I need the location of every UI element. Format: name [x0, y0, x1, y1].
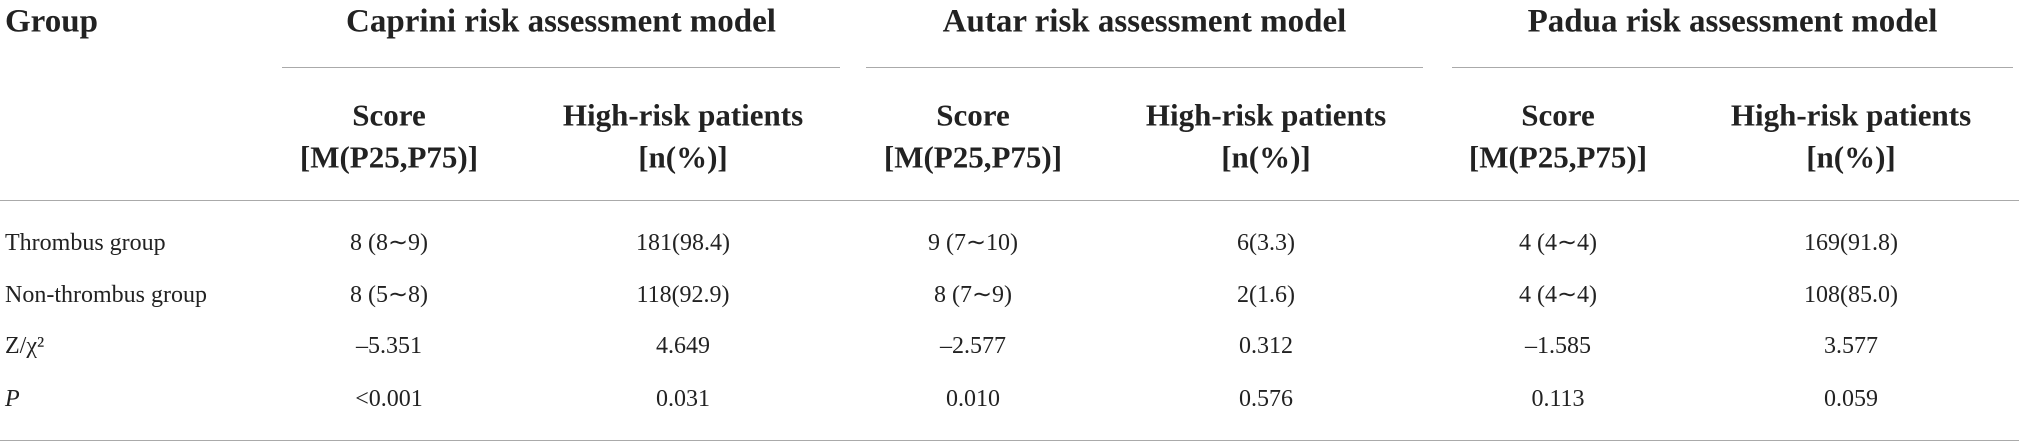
column-header-unit: [n(%)] [1221, 139, 1311, 175]
cell: 3.577 [1824, 333, 1878, 359]
cell: 8 (8∼9) [349, 230, 429, 256]
bottom-rule [0, 440, 2019, 441]
cell: 169(91.8) [1804, 230, 1898, 256]
column-header: Score [936, 97, 1010, 133]
column-header-unit: [n(%)] [1806, 139, 1896, 175]
cell: 4 (4∼4) [1518, 230, 1598, 256]
cell: 2(1.6) [1237, 282, 1295, 308]
cell: 4 (4∼4) [1518, 282, 1598, 308]
cell: 0.576 [1239, 386, 1293, 412]
cell: 9 (7∼10) [927, 230, 1019, 256]
model-underline [1452, 67, 2013, 68]
header-rule [0, 200, 2019, 201]
row-label: P [5, 386, 20, 412]
model-header: Autar risk assessment model [942, 3, 1347, 40]
cell: 4.649 [656, 333, 710, 359]
column-header-unit: [M(P25,P75)] [299, 139, 479, 175]
column-header-unit: [M(P25,P75)] [1468, 139, 1648, 175]
cell: 108(85.0) [1804, 282, 1898, 308]
cell: 0.010 [946, 386, 1000, 412]
model-underline [866, 67, 1423, 68]
cell: –5.351 [356, 333, 422, 359]
cell: 8 (5∼8) [349, 282, 429, 308]
column-header-unit: [M(P25,P75)] [883, 139, 1063, 175]
group-header: Group [5, 3, 98, 40]
cell: –1.585 [1525, 333, 1591, 359]
cell: <0.001 [355, 386, 423, 412]
cell: 181(98.4) [636, 230, 730, 256]
row-label: Thrombus group [5, 230, 166, 256]
cell: 118(92.9) [636, 282, 730, 308]
model-underline [282, 67, 840, 68]
cell: 8 (7∼9) [933, 282, 1013, 308]
column-header: High-risk patients [562, 97, 804, 133]
row-label: Z/χ² [5, 333, 45, 359]
column-header: High-risk patients [1730, 97, 1972, 133]
column-header: Score [1521, 97, 1595, 133]
cell: –2.577 [940, 333, 1006, 359]
cell: 0.113 [1531, 386, 1585, 412]
row-label: Non-thrombus group [5, 282, 207, 308]
model-header: Caprini risk assessment model [346, 3, 776, 40]
model-header: Padua risk assessment model [1527, 3, 1938, 40]
cell: 0.312 [1239, 333, 1293, 359]
cell: 0.031 [656, 386, 710, 412]
cell: 0.059 [1824, 386, 1878, 412]
column-header-unit: [n(%)] [638, 139, 728, 175]
column-header: Score [352, 97, 426, 133]
column-header: High-risk patients [1145, 97, 1387, 133]
cell: 6(3.3) [1237, 230, 1295, 256]
